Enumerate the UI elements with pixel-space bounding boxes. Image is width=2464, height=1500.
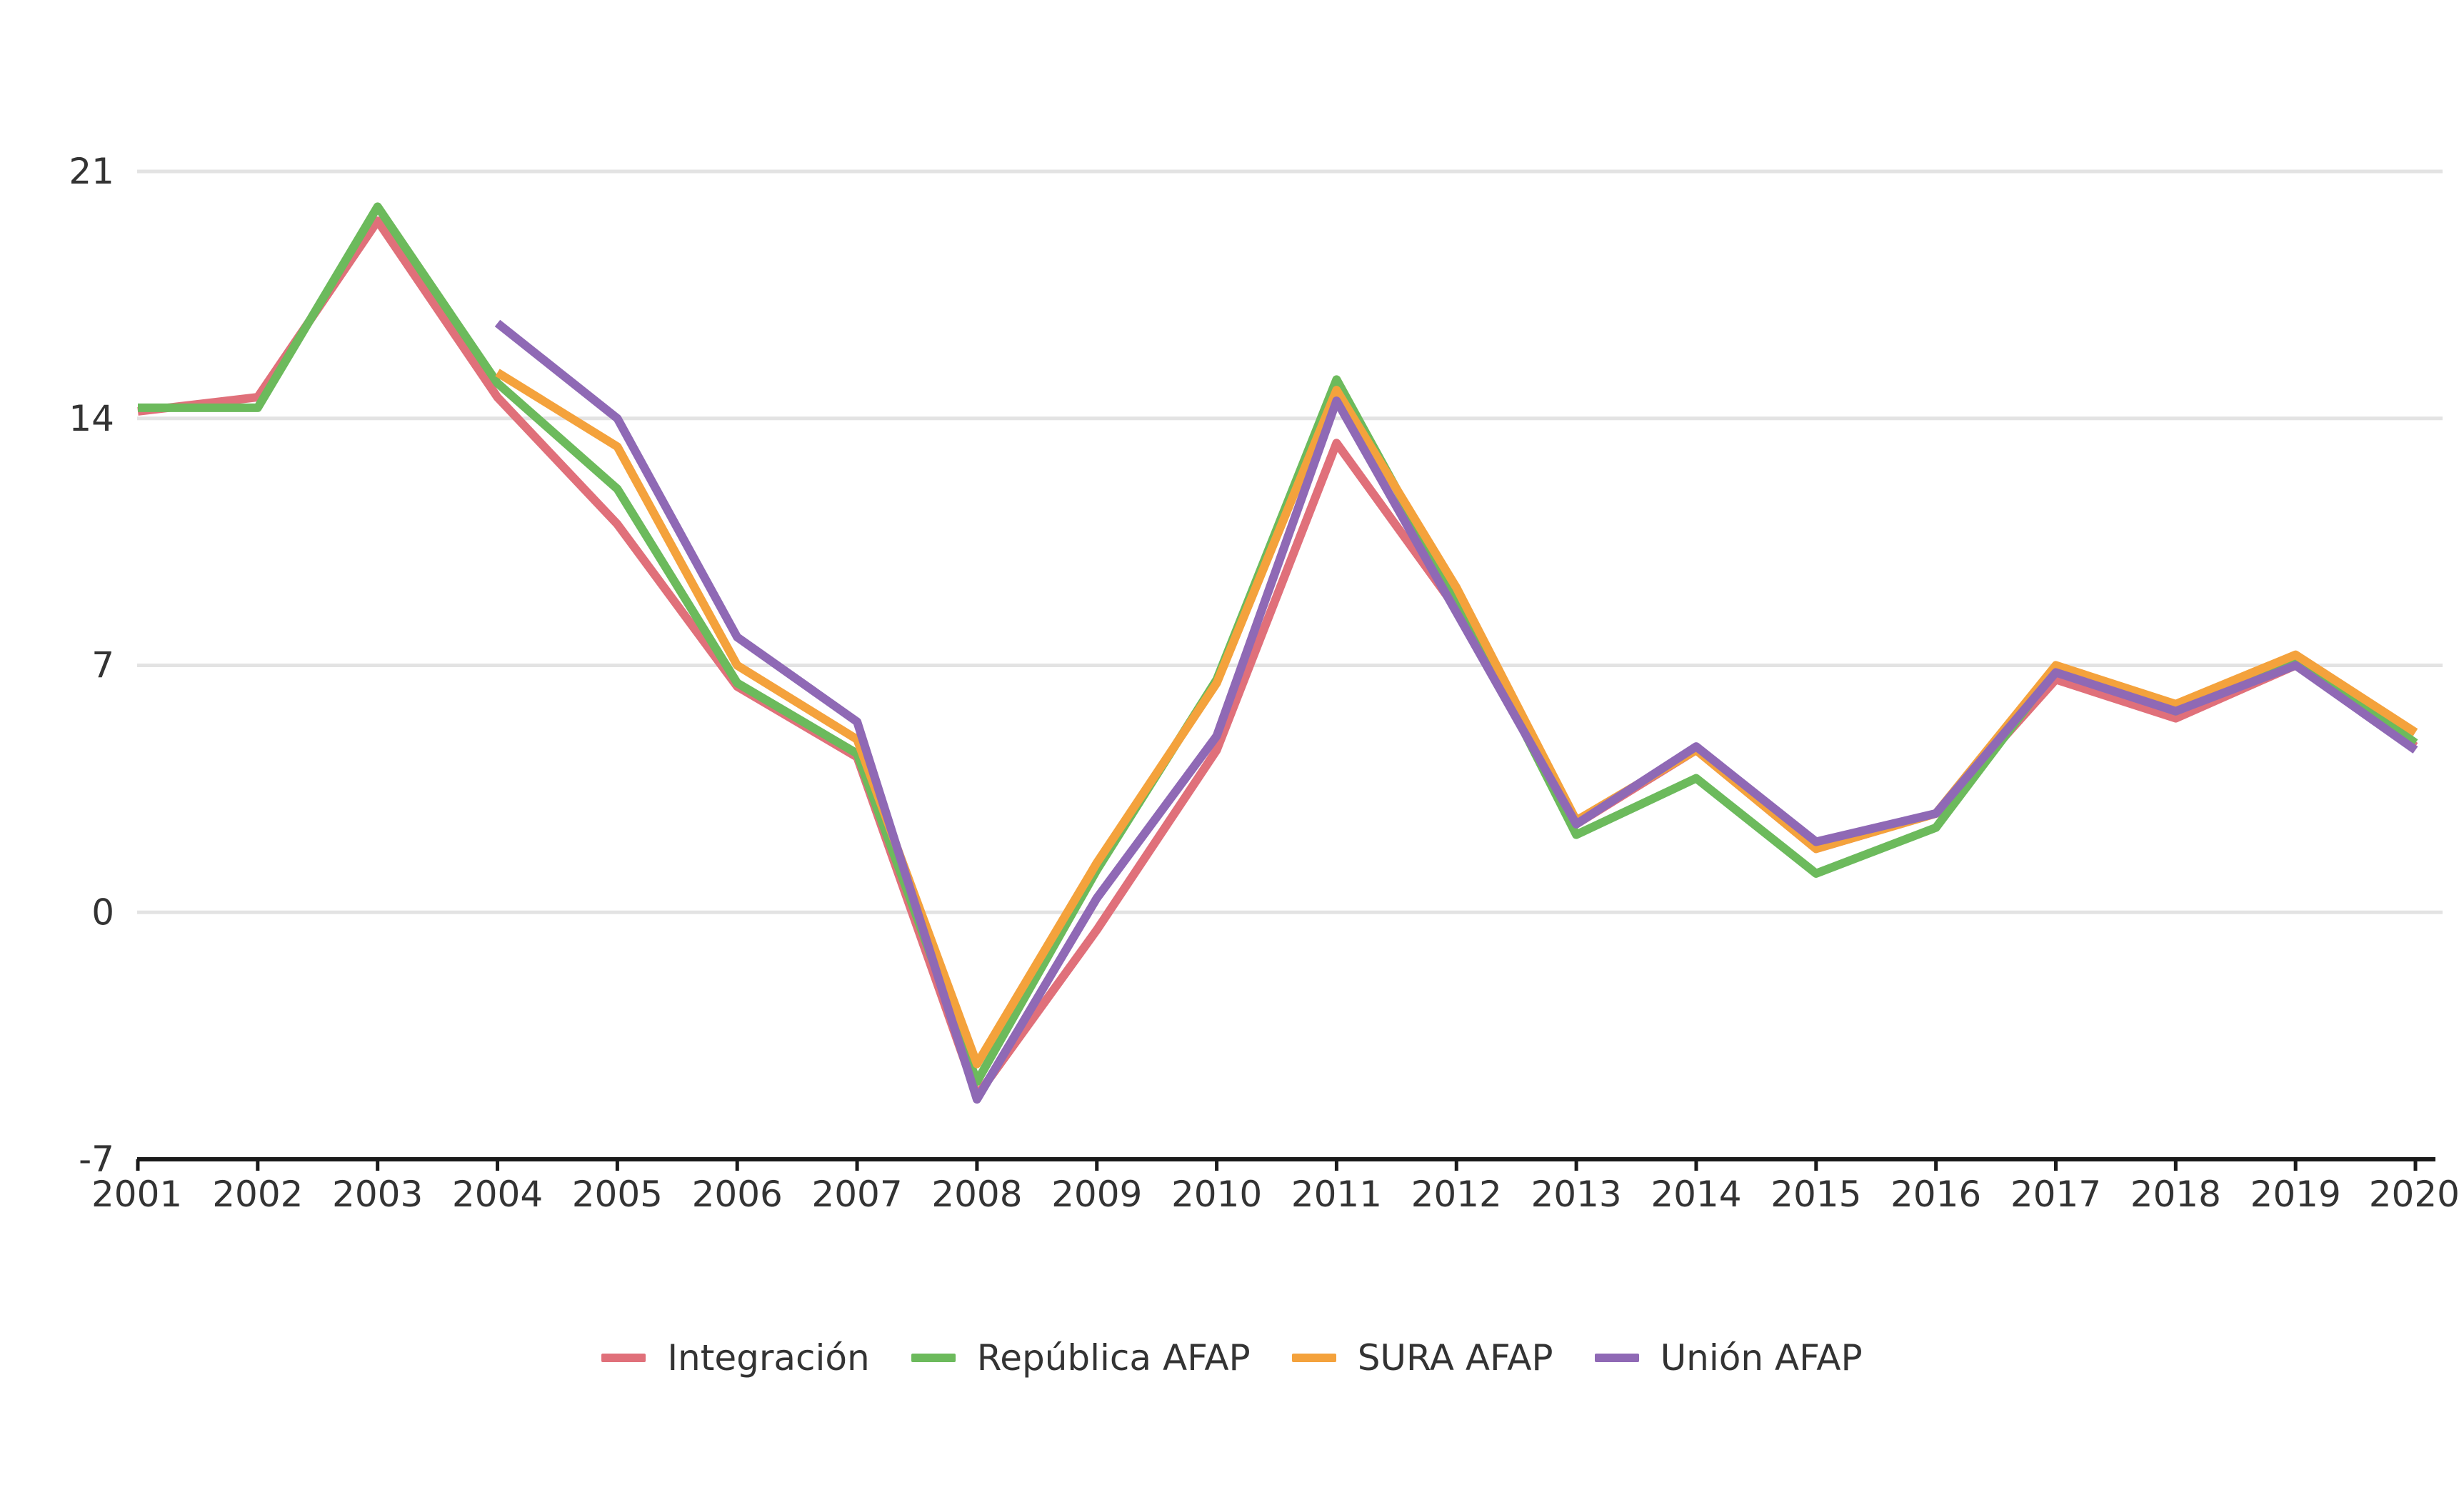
- x-tick-label: 2020: [2369, 1174, 2460, 1215]
- legend-label-republica-afap: República AFAP: [976, 1337, 1251, 1379]
- series-lines: [137, 202, 2418, 1104]
- legend-swatch-union-afap: [1594, 1354, 1639, 1362]
- series-line-sura-afap: [495, 369, 2418, 1069]
- x-tick-label: 2009: [1051, 1174, 1142, 1215]
- x-tick-label: 2015: [1771, 1174, 1861, 1215]
- x-tick-label: 2001: [91, 1174, 182, 1215]
- x-tick-label: 2012: [1411, 1174, 1502, 1215]
- series-line-union-afap: [494, 319, 2418, 1104]
- x-tick-label: 2017: [2010, 1174, 2101, 1215]
- x-tick-label: 2014: [1651, 1174, 1741, 1215]
- x-tick-label: 2002: [212, 1174, 303, 1215]
- x-tick-label: 2019: [2250, 1174, 2341, 1215]
- x-tick-label: 2007: [811, 1174, 902, 1215]
- y-axis-labels: -7 0 7 14 21: [69, 151, 114, 1180]
- y-tick-label: 0: [91, 891, 114, 933]
- legend-label-sura-afap: SURA AFAP: [1357, 1337, 1553, 1379]
- legend-item-union-afap: Unión AFAP: [1594, 1337, 1863, 1379]
- x-tick-label: 2006: [692, 1174, 783, 1215]
- x-tick-label: 2018: [2130, 1174, 2221, 1215]
- x-axis-labels: 2001 2002 2003 2004 2005 2006 2007 2008 2009 2010…: [91, 1174, 2460, 1215]
- x-tick-label: 2005: [572, 1174, 663, 1215]
- x-axis: [136, 1157, 2435, 1171]
- series-line-republica-afap: [138, 202, 2418, 1086]
- legend-swatch-integracion: [601, 1354, 646, 1362]
- legend-label-union-afap: Unión AFAP: [1660, 1337, 1863, 1379]
- legend-item-sura-afap: SURA AFAP: [1291, 1337, 1553, 1379]
- legend-label-integracion: Integración: [667, 1337, 870, 1379]
- x-tick-label: 2004: [452, 1174, 543, 1215]
- y-tick-label: -7: [79, 1139, 114, 1180]
- legend-swatch-republica-afap: [911, 1354, 956, 1362]
- legend-swatch-sura-afap: [1291, 1354, 1336, 1362]
- legend: Integración República AFAP SURA AFAP Uni…: [0, 1337, 2464, 1379]
- legend-item-integracion: Integración: [601, 1337, 870, 1379]
- x-tick-label: 2010: [1171, 1174, 1262, 1215]
- legend-item-republica-afap: República AFAP: [911, 1337, 1251, 1379]
- x-tick-label: 2016: [1890, 1174, 1981, 1215]
- x-tick-label: 2013: [1531, 1174, 1621, 1215]
- y-tick-label: 7: [91, 645, 114, 686]
- y-tick-label: 21: [69, 151, 114, 192]
- x-tick-label: 2008: [931, 1174, 1022, 1215]
- x-tick-label: 2011: [1291, 1174, 1382, 1215]
- y-tick-label: 14: [69, 398, 114, 439]
- x-tick-label: 2003: [332, 1174, 423, 1215]
